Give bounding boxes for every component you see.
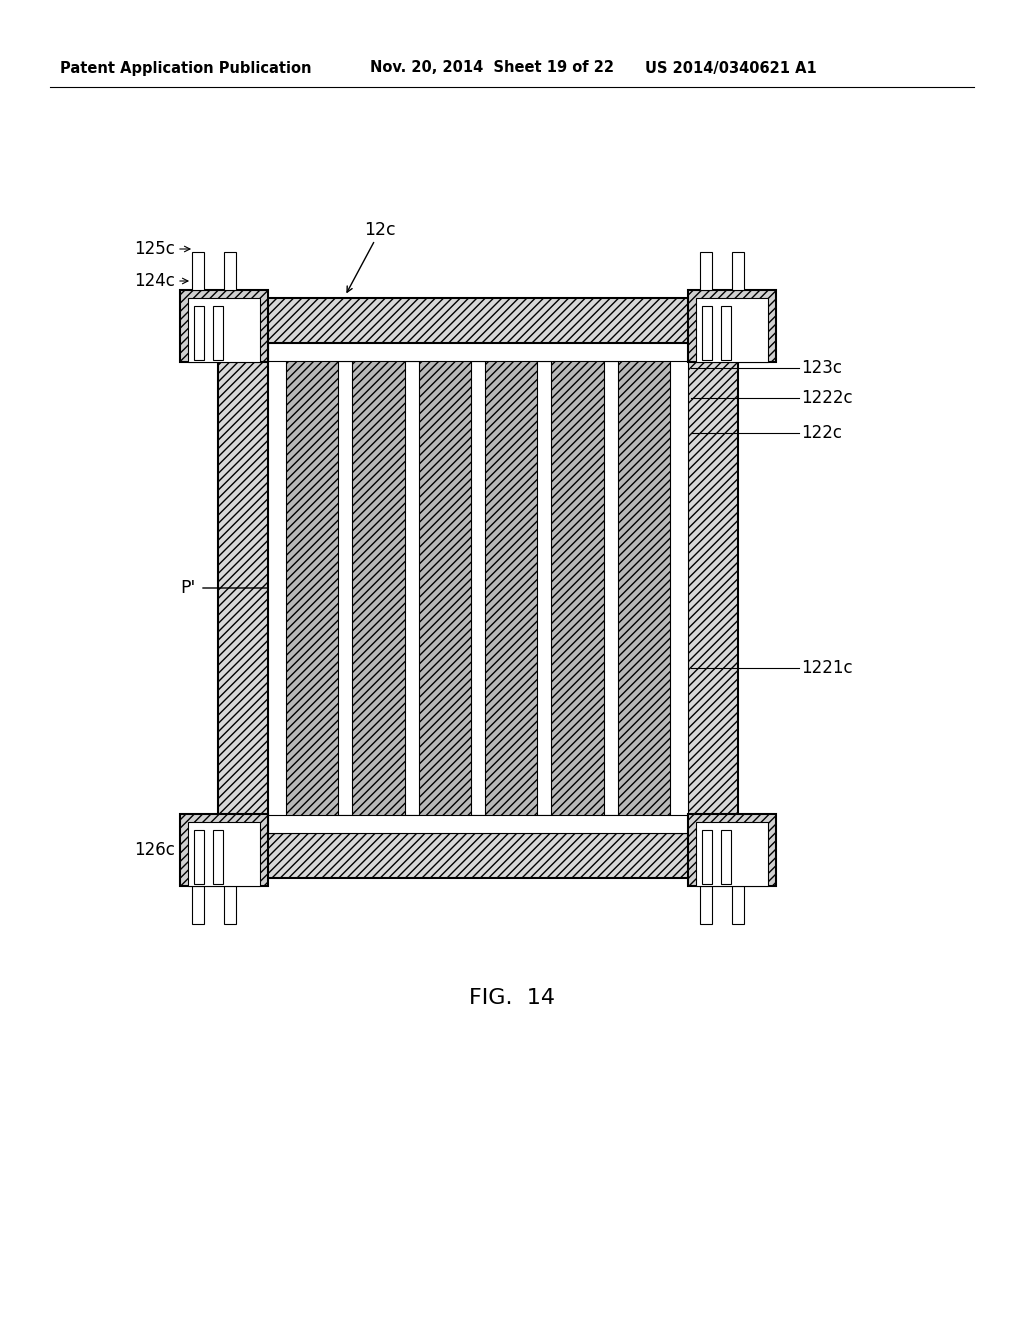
Bar	[338, 360, 352, 814]
Bar	[194, 830, 204, 884]
Bar	[180, 814, 268, 886]
Bar	[224, 886, 236, 924]
Bar	[213, 830, 223, 884]
Bar	[404, 360, 419, 814]
Text: Nov. 20, 2014  Sheet 19 of 22: Nov. 20, 2014 Sheet 19 of 22	[370, 61, 614, 75]
Bar	[286, 360, 338, 814]
Bar	[617, 360, 670, 814]
Bar	[218, 298, 738, 878]
Bar	[193, 252, 204, 290]
Text: 122c: 122c	[801, 424, 842, 442]
Text: 124c: 124c	[134, 272, 175, 290]
Text: 12c: 12c	[365, 220, 396, 239]
Text: 126c: 126c	[134, 841, 175, 859]
Text: P': P'	[181, 579, 196, 597]
Bar	[551, 360, 604, 814]
Text: Patent Application Publication: Patent Application Publication	[60, 61, 311, 75]
Bar	[224, 252, 236, 290]
Bar	[688, 814, 776, 886]
Bar	[188, 822, 260, 886]
Bar	[700, 886, 712, 924]
Bar	[696, 822, 768, 886]
Bar	[732, 252, 744, 290]
Bar	[670, 343, 688, 833]
Bar	[213, 306, 223, 360]
Bar	[721, 306, 731, 360]
Text: 123c: 123c	[801, 359, 842, 378]
Text: FIG.  14: FIG. 14	[469, 987, 555, 1008]
Bar	[732, 886, 744, 924]
Bar	[604, 360, 617, 814]
Bar	[194, 306, 204, 360]
Bar	[721, 830, 731, 884]
Bar	[193, 886, 204, 924]
Bar	[702, 830, 712, 884]
Bar	[702, 306, 712, 360]
Bar	[268, 343, 688, 833]
Bar	[268, 343, 688, 360]
Bar	[352, 360, 404, 814]
Text: 125c: 125c	[134, 240, 175, 257]
Text: 1222c: 1222c	[801, 389, 853, 407]
Bar	[286, 360, 670, 814]
Bar	[471, 360, 485, 814]
Bar	[268, 343, 286, 833]
Bar	[696, 298, 768, 362]
Text: US 2014/0340621 A1: US 2014/0340621 A1	[645, 61, 817, 75]
Bar	[538, 360, 551, 814]
Bar	[180, 290, 268, 362]
Bar	[688, 290, 776, 362]
Text: 1221c: 1221c	[801, 659, 853, 677]
Bar	[419, 360, 471, 814]
Bar	[188, 298, 260, 362]
Bar	[268, 814, 688, 833]
Bar	[700, 252, 712, 290]
Bar	[485, 360, 538, 814]
